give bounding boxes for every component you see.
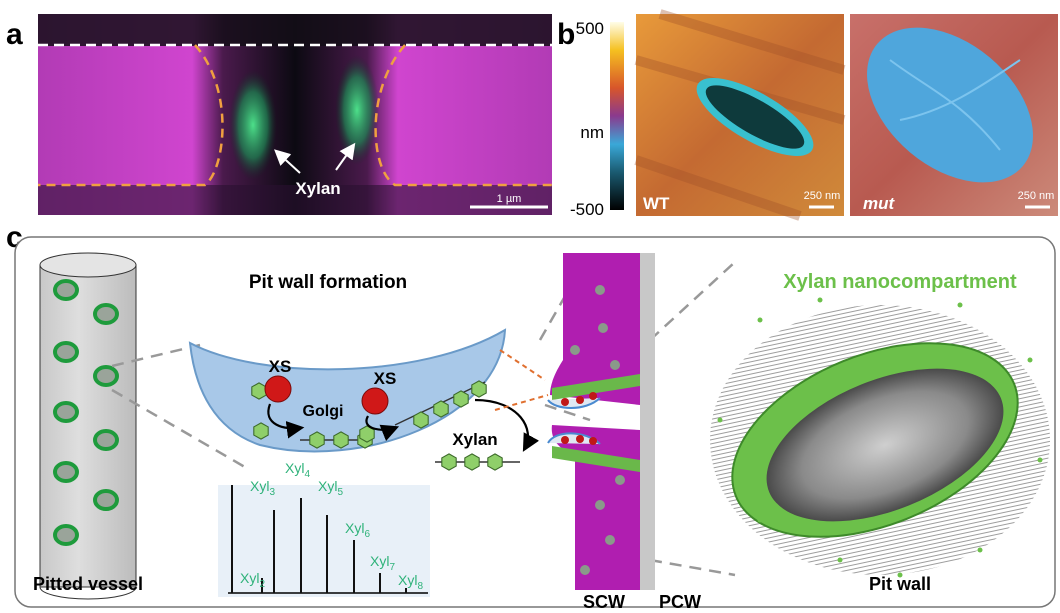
arrow-label: Xylan [295,179,340,198]
enzyme-label: XS [374,369,397,388]
section-title: Xylan nanocompartment [783,271,1017,293]
enzyme-label: XS [269,357,292,376]
pit-wall-model [710,297,1050,578]
scale-bar-label: 250 nm [1018,190,1055,202]
peak-label: Xyl3 [250,478,275,498]
section-title: Pit wall formation [249,272,407,293]
organelle-label: Golgi [303,403,344,420]
peak-sub: 5 [337,487,343,498]
caption: Pitted vessel [33,574,143,594]
peak-base: Xyl [250,478,269,494]
peak-sub: 8 [417,581,423,592]
peak-sub: 6 [364,529,370,540]
panel-a-image [38,14,552,215]
panel-label: a [6,18,23,51]
image-label: WT [643,194,670,213]
afm-image-mut [850,14,1058,216]
caption: Pit wall [869,574,931,594]
colorbar [610,22,624,210]
peak-base: Xyl [240,570,259,586]
peak-base: Xyl [285,460,304,476]
colorbar-min: -500 [570,200,604,219]
peak-base: Xyl [398,572,417,588]
cell-wall [547,253,655,590]
afm-image-wt [634,9,846,221]
peak-base: Xyl [370,553,389,569]
peak-label: Xyl7 [370,553,395,573]
colorbar-max: 500 [576,19,604,38]
image-label: mut [863,194,896,213]
caption: SCW [583,592,625,612]
peak-label: Xyl6 [345,520,370,540]
peak-sub: 7 [389,562,395,573]
peak-label: Xyl8 [398,572,423,592]
spectrum [218,485,430,597]
peak-base: Xyl [318,478,337,494]
vessel [39,252,137,600]
peak-labels: Xyl2 Xyl3 Xyl4 Xyl5 Xyl6 Xyl7 Xyl8 [240,460,423,592]
peak-label: Xyl4 [285,460,310,480]
scale-bar-label: 1 µm [497,193,522,205]
peak-base: Xyl [345,520,364,536]
colorbar-unit: nm [580,123,604,142]
peak-sub: 2 [259,579,265,590]
peak-sub: 3 [269,487,275,498]
caption: PCW [659,592,701,612]
peak-label: Xyl2 [240,570,265,590]
scale-bar-label: 250 nm [804,190,841,202]
peak-label: Xyl5 [318,478,343,498]
product-label: Xylan [452,430,497,449]
peak-sub: 4 [304,469,310,480]
panel-label: b [557,18,575,51]
golgi [188,328,549,471]
